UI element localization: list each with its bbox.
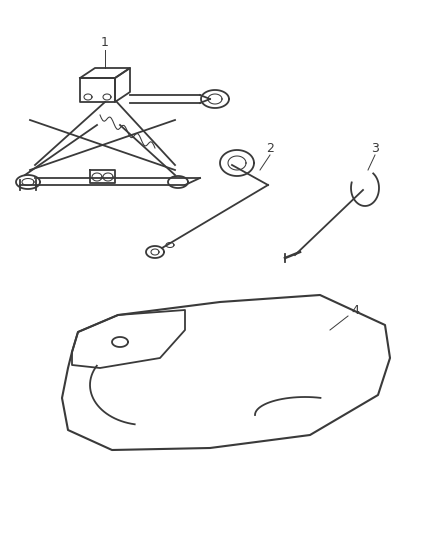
Text: 4: 4 xyxy=(351,303,359,317)
Text: 3: 3 xyxy=(371,141,379,155)
Text: 2: 2 xyxy=(266,141,274,155)
Text: 1: 1 xyxy=(101,36,109,50)
